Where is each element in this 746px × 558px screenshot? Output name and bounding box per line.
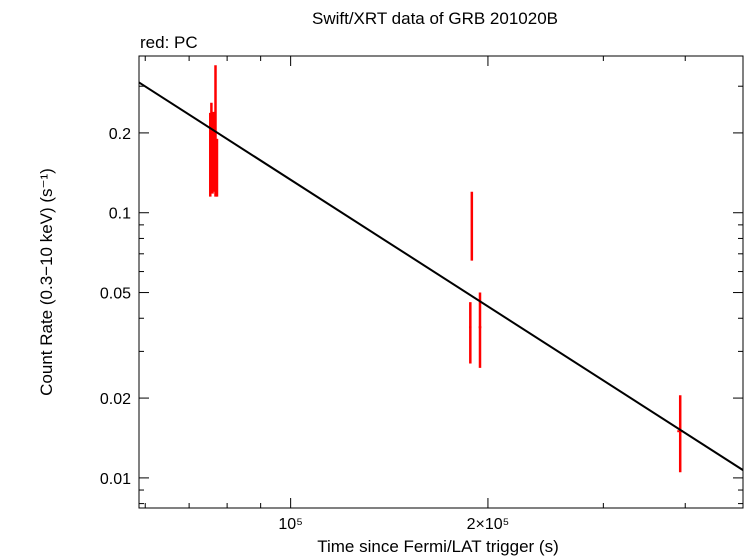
data-point [469,302,472,364]
axis-tick-labels: 0.01 0.02 0.05 0.1 0.2 10⁵ 2×10⁵ [100,126,509,533]
data-point [212,111,215,192]
y-tick-label: 0.01 [100,471,131,488]
chart-title: Swift/XRT data of GRB 201020B [312,9,558,28]
y-tick-label: 0.1 [109,206,131,223]
y-tick-label: 0.02 [100,391,131,408]
axis-ticks [139,56,743,508]
fit-line [138,81,744,471]
data-point [478,292,482,368]
data-point [677,395,684,473]
data-point [470,191,474,261]
data-point [215,138,219,197]
plot-frame [138,55,744,509]
y-tick-label: 0.2 [109,126,131,143]
x-tick-label: 2×10⁵ [467,516,510,533]
chart-annotation: red: PC [140,33,198,52]
y-axis-label: Count Rate (0.3−10 keV) (s⁻¹) [37,168,56,396]
x-axis-label: Time since Fermi/LAT trigger (s) [317,537,559,556]
x-tick-label: 10⁵ [278,516,302,533]
y-tick-label: 0.05 [100,286,131,303]
data-marks [209,65,684,473]
